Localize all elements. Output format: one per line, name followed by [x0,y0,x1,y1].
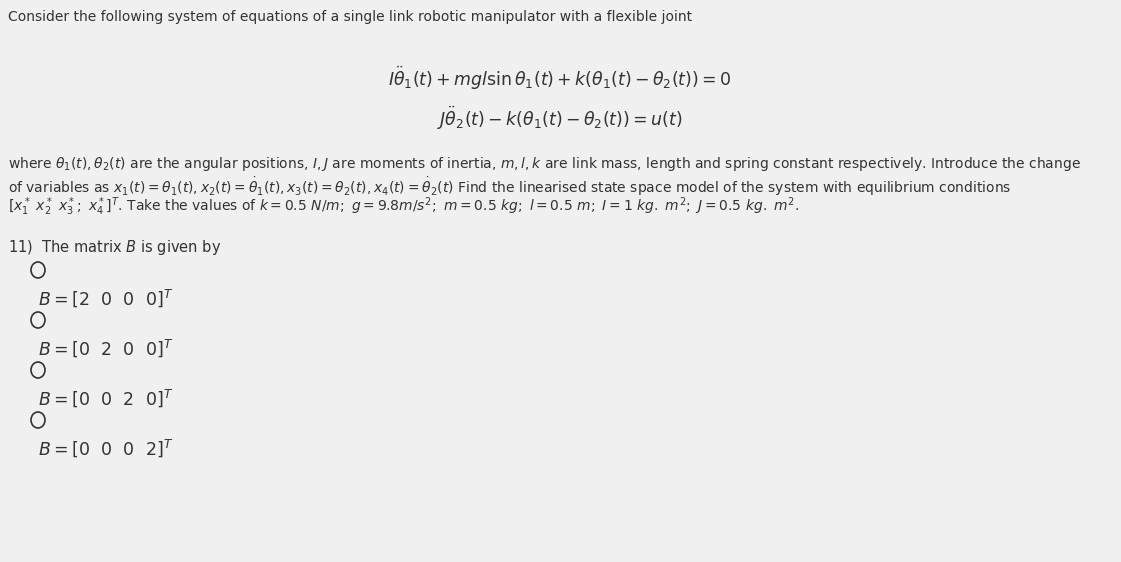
Text: where $\theta_1(t), \theta_2(t)$ are the angular positions, $I, J$ are moments o: where $\theta_1(t), \theta_2(t)$ are the… [8,155,1081,173]
Text: $B = [0\ \ 2\ \ 0\ \ 0]^T$: $B = [0\ \ 2\ \ 0\ \ 0]^T$ [38,337,174,359]
Text: $[x_1^*\ x_2^*\ x_3^*;\ x_4^*]^T$. Take the values of $k = 0.5\ N/m;\ g = 9.8m/s: $[x_1^*\ x_2^*\ x_3^*;\ x_4^*]^T$. Take … [8,195,799,217]
Text: $I\ddot{\theta}_1(t) + mgl\sin\theta_1(t) + k(\theta_1(t) - \theta_2(t)) = 0$: $I\ddot{\theta}_1(t) + mgl\sin\theta_1(t… [388,65,732,92]
Text: Consider the following system of equations of a single link robotic manipulator : Consider the following system of equatio… [8,10,692,24]
Text: 11)  The matrix $B$ is given by: 11) The matrix $B$ is given by [8,238,221,257]
Text: $B = [0\ \ 0\ \ 2\ \ 0]^T$: $B = [0\ \ 0\ \ 2\ \ 0]^T$ [38,387,174,409]
Text: $B = [0\ \ 0\ \ 0\ \ 2]^T$: $B = [0\ \ 0\ \ 0\ \ 2]^T$ [38,437,174,459]
Text: $J\ddot{\theta}_2(t) - k(\theta_1(t) - \theta_2(t)) = u(t)$: $J\ddot{\theta}_2(t) - k(\theta_1(t) - \… [437,105,683,132]
Text: $B = [2\ \ 0\ \ 0\ \ 0]^T$: $B = [2\ \ 0\ \ 0\ \ 0]^T$ [38,287,174,309]
Text: of variables as $x_1(t) = \theta_1(t), x_2(t) = \dot{\theta}_1(t), x_3(t) = \the: of variables as $x_1(t) = \theta_1(t), x… [8,175,1011,198]
